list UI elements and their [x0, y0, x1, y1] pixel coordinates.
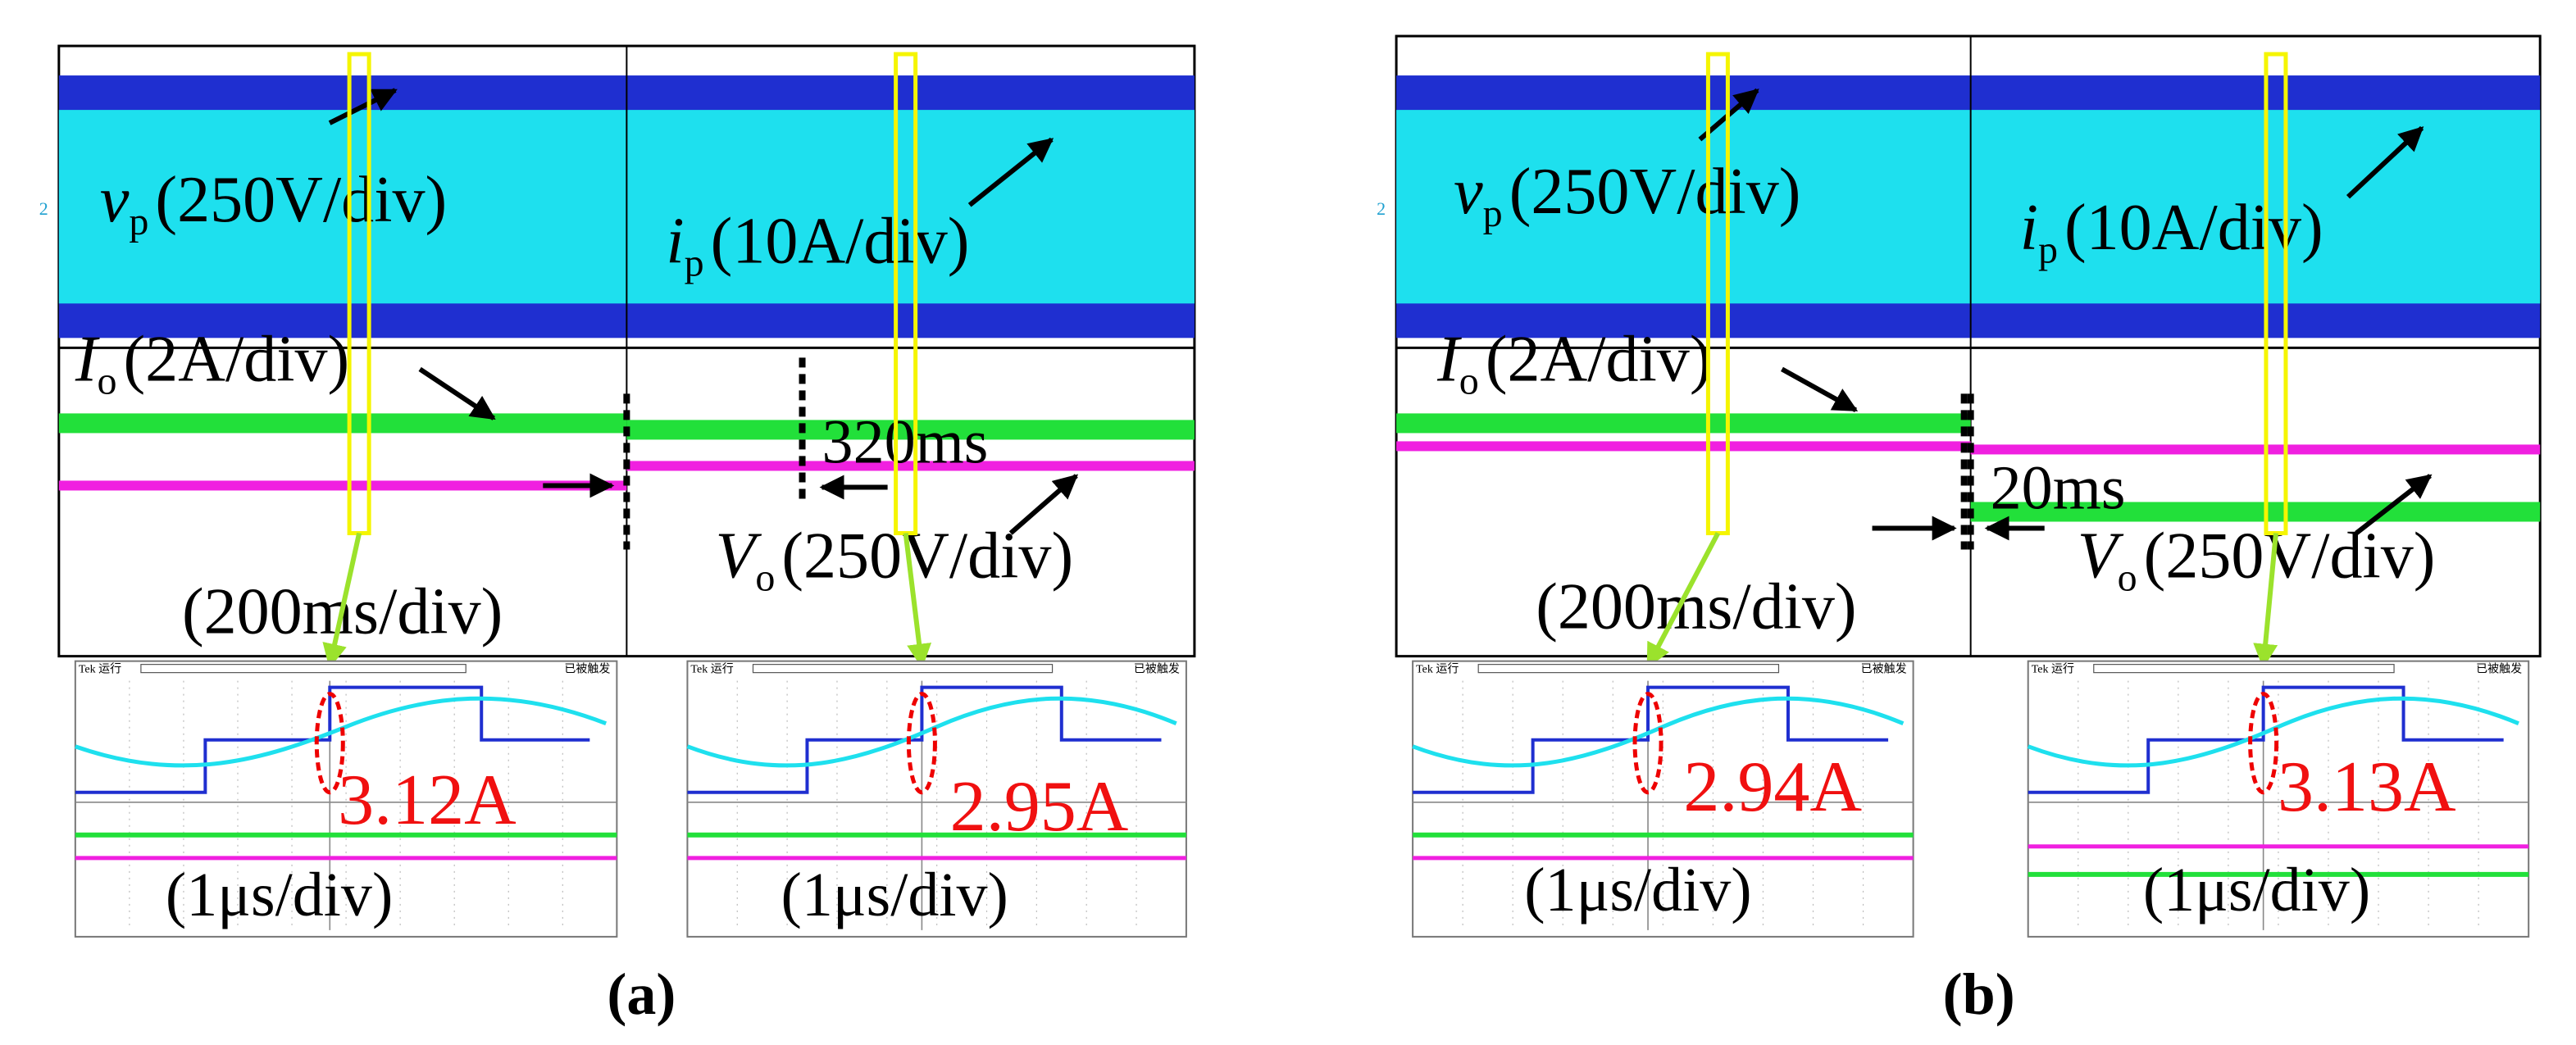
signal-label: Vo (250V/div) [2078, 520, 2436, 600]
current-label: 2.95A [950, 767, 1129, 847]
arrow [1008, 474, 1079, 535]
inset-header: Tek 运行 [2032, 663, 2074, 676]
arrow [903, 533, 932, 669]
current-label: 2.94A [1683, 747, 1862, 827]
subscript: p [685, 241, 704, 284]
symbol: I [75, 323, 100, 395]
scale: (250V/div) [155, 164, 447, 236]
vo-trace [1396, 441, 1971, 452]
scale: (2A/div) [124, 323, 350, 395]
inset-header: 已被触发 [1134, 663, 1180, 676]
arrow [1645, 532, 1721, 669]
arrow [322, 532, 362, 669]
signal-label: ip (10A/div) [666, 205, 969, 284]
highlight [1632, 692, 1663, 795]
arrow [2346, 125, 2424, 199]
arrow [328, 88, 398, 125]
inset-bar [140, 664, 467, 674]
inset-header: Tek 运行 [690, 663, 733, 676]
inset-header: Tek 运行 [1416, 663, 1459, 676]
vo-trace [626, 461, 1195, 471]
current-label: 3.12A [338, 761, 517, 840]
subscript: o [97, 359, 116, 402]
io-trace [1396, 413, 1971, 434]
timebase: (1μs/div) [166, 861, 393, 929]
inset-bar [1477, 664, 1780, 674]
io-trace [58, 413, 627, 434]
highlight [314, 692, 345, 795]
signal-label: vp (250V/div) [1454, 156, 1800, 235]
arrow [1781, 366, 1859, 413]
subscript: p [129, 200, 148, 243]
signal-label: Io (2A/div) [75, 323, 349, 402]
subscript: o [755, 557, 775, 600]
io-trace [626, 420, 1195, 440]
timebase: (1μs/div) [781, 861, 1008, 929]
highlight [2248, 692, 2279, 795]
io-trace [1970, 502, 2541, 522]
caption: (a) [607, 961, 676, 1027]
inset-header: 已被触发 [564, 663, 610, 676]
arrow [418, 366, 496, 420]
symbol: I [1436, 323, 1462, 395]
timebase: (1μs/div) [2143, 856, 2370, 925]
vo-trace [58, 480, 627, 491]
subscript: o [1459, 359, 1479, 402]
delay-label: 320ms [822, 407, 989, 476]
inset-header: 已被触发 [1861, 663, 1907, 676]
scale: (250V/div) [1509, 156, 1801, 228]
arrow [967, 137, 1054, 207]
signal-label: Io (2A/div) [1436, 323, 1711, 402]
symbol: i [2020, 192, 2038, 264]
scale: (10A/div) [711, 205, 970, 277]
subscript: p [1483, 192, 1503, 235]
timebase: (1μs/div) [1524, 856, 1751, 925]
inset-header: Tek 运行 [79, 663, 121, 676]
signal-label: ip (10A/div) [2020, 192, 2323, 271]
inset-bar [752, 664, 1054, 674]
subscript: p [2038, 228, 2058, 271]
symbol: i [666, 205, 684, 277]
scale: (250V/div) [2144, 520, 2436, 593]
caption: (b) [1943, 961, 2015, 1027]
sine-wave [75, 696, 608, 768]
sine-wave [2027, 696, 2519, 768]
symbol: v [100, 164, 130, 236]
channel-marker: 2 [1377, 198, 1386, 219]
subscript: o [2118, 557, 2137, 600]
signal-label: Vo (250V/div) [715, 520, 1073, 600]
inset-header: 已被触发 [2476, 663, 2522, 676]
ip-band [1396, 110, 2541, 304]
arrow [2253, 533, 2278, 669]
arrow [2355, 474, 2433, 535]
square-wave [2028, 685, 2504, 794]
scale: (10A/div) [2064, 192, 2323, 264]
vo-trace [1970, 444, 2541, 455]
inset-bar [2093, 664, 2395, 674]
symbol: v [1454, 156, 1483, 228]
current-label: 3.13A [2278, 747, 2456, 827]
symbol: V [2078, 520, 2124, 593]
sine-wave [686, 696, 1177, 768]
square-wave [1413, 685, 1889, 794]
timebase: (200ms/div) [1536, 571, 1856, 643]
square-wave [687, 685, 1162, 794]
signal-label: vp (250V/div) [100, 164, 447, 243]
symbol: V [715, 520, 762, 593]
square-wave [75, 685, 590, 794]
sine-wave [1412, 696, 1905, 768]
highlight [906, 692, 937, 795]
channel-marker: 2 [39, 198, 48, 219]
delay-label: 20ms [1991, 453, 2126, 522]
scale: (250V/div) [781, 520, 1073, 593]
scale: (2A/div) [1486, 323, 1712, 395]
